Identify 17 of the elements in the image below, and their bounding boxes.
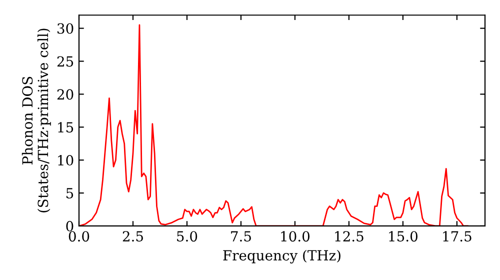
y-tick-label: 30	[58, 23, 74, 34]
y-tick-label: 10	[58, 155, 74, 166]
x-tick-label: 2.5	[122, 231, 143, 242]
y-tick-label: 25	[57, 56, 74, 67]
x-axis-title: Frequency (THz)	[223, 250, 340, 264]
y-tick-label: 0	[66, 220, 74, 232]
y-tick-label: 5	[66, 188, 74, 198]
x-tick-label: 0.0	[68, 231, 90, 242]
x-tick-label: 10.0	[281, 231, 310, 242]
y-tick-label: 15	[58, 122, 74, 133]
x-tick-label: 15.0	[389, 231, 418, 242]
y-axis-title: Phonon DOS (States/THz·primitive cell)	[22, 28, 51, 212]
x-tick-label: 12.5	[335, 231, 364, 242]
x-tick-label: 17.5	[443, 231, 472, 242]
y-tick-label: 20	[57, 89, 74, 100]
x-tick-label: 5.0	[177, 231, 198, 242]
x-tick-label: 7.5	[231, 231, 251, 242]
